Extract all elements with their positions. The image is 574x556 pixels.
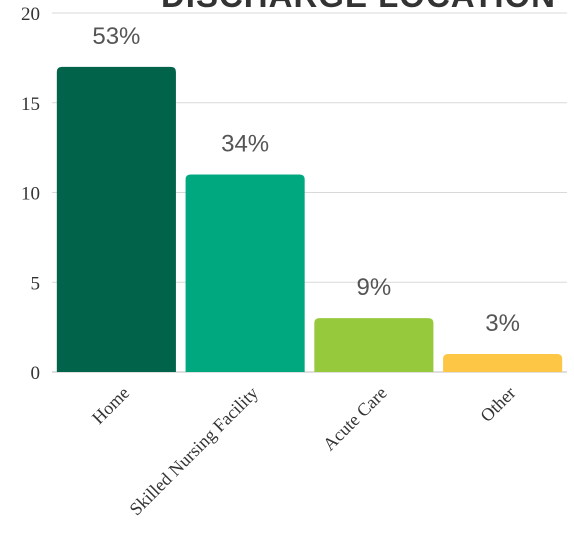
y-tick-label: 15 [21, 94, 40, 115]
category-label: Other [476, 383, 519, 426]
data-label: 53% [92, 23, 140, 50]
data-label: 34% [221, 131, 269, 158]
bars [56, 66, 563, 372]
category-label: Home [88, 383, 133, 428]
data-label: 3% [485, 310, 520, 337]
y-tick-label: 5 [31, 273, 41, 294]
bar-home [56, 66, 176, 372]
y-tick-label: 20 [21, 4, 40, 25]
data-labels: 53% 34% 9% 3% [92, 23, 520, 337]
data-label: 9% [357, 274, 392, 301]
bar-acute-care [314, 318, 434, 372]
category-label: Skilled Nursing Facility [125, 383, 261, 519]
bar-other [443, 354, 563, 372]
bar-skilled-nursing-facility [185, 174, 305, 372]
chart-title: DISCHARGE LOCATION [161, 0, 556, 14]
category-label: Acute Care [319, 383, 391, 455]
y-axis-ticks: 0 5 10 15 20 [21, 4, 40, 384]
y-tick-label: 0 [31, 363, 41, 384]
y-tick-label: 10 [21, 184, 40, 205]
